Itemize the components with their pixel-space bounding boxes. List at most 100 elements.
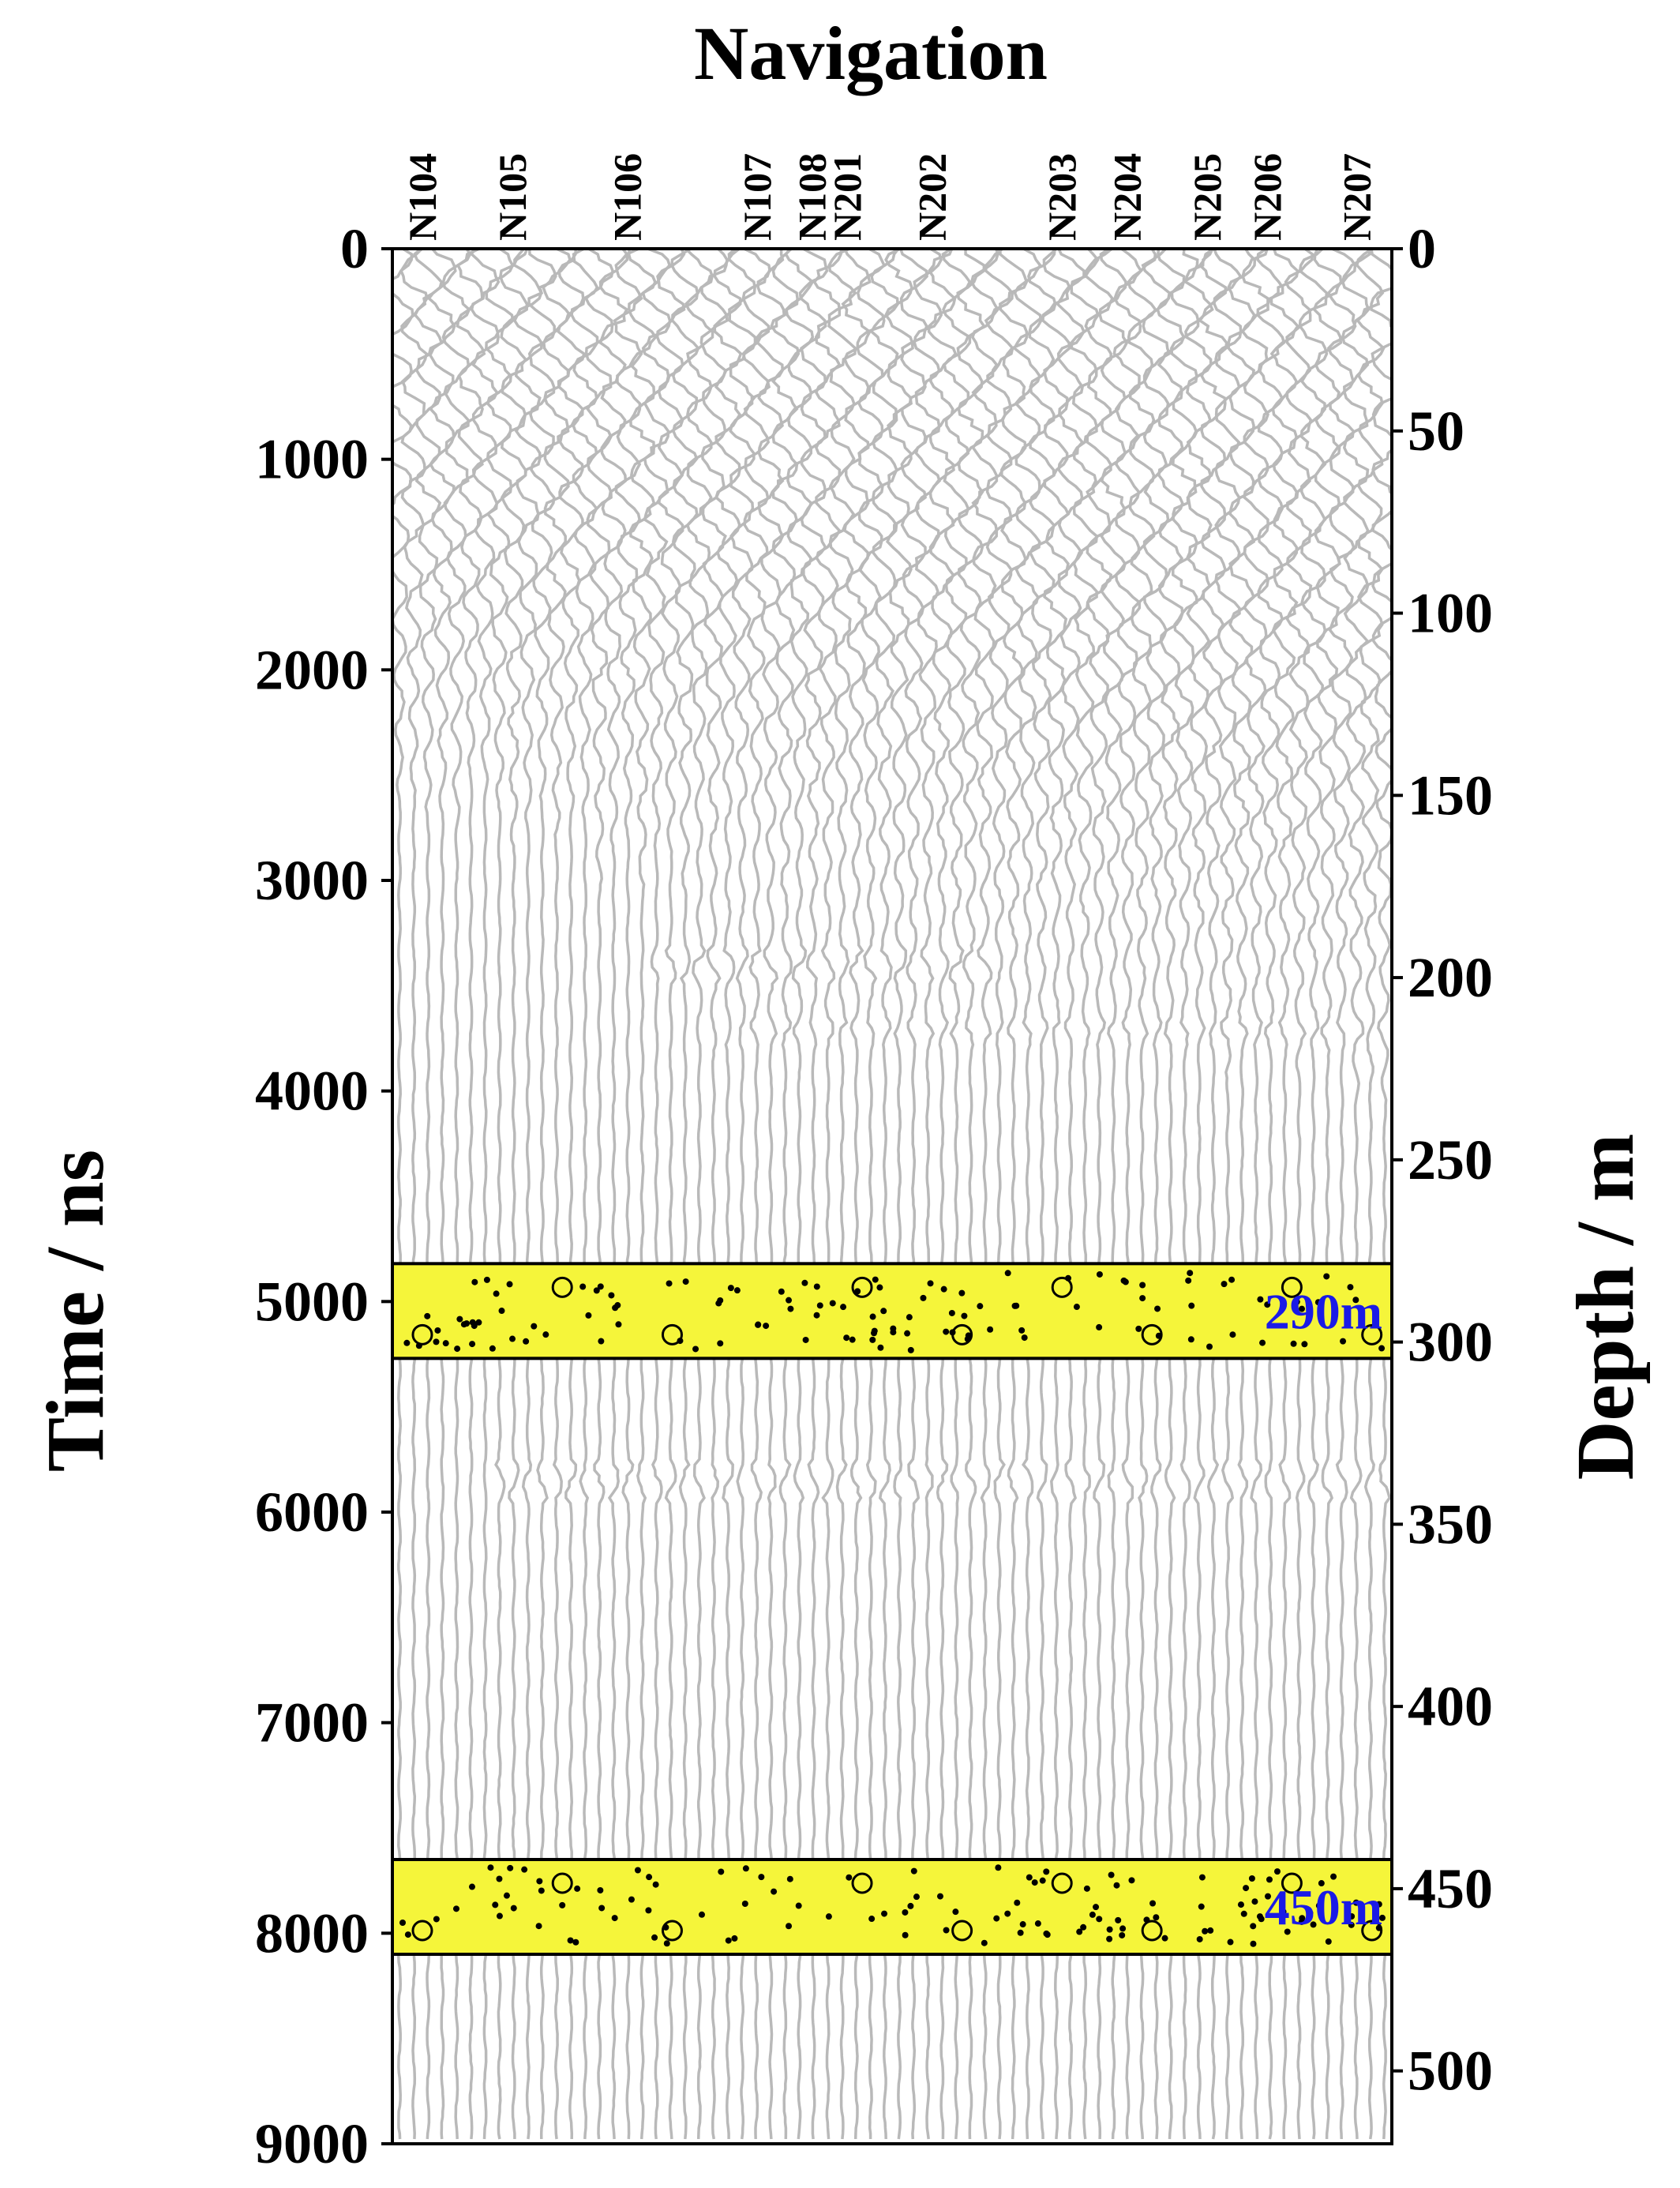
station-label: N204 bbox=[1105, 153, 1149, 241]
layer-dot bbox=[977, 1303, 984, 1310]
gpr-trace bbox=[427, 249, 457, 2140]
gpr-trace bbox=[1326, 249, 1357, 2140]
gpr-trace bbox=[713, 249, 743, 2139]
layer-dot bbox=[1096, 1323, 1103, 1330]
gpr-trace bbox=[1084, 249, 1115, 2140]
gpr-trace bbox=[399, 249, 429, 2140]
layer-dot bbox=[943, 1927, 950, 1934]
layer-dot bbox=[1196, 1935, 1203, 1942]
layer-dot bbox=[403, 1339, 411, 1346]
gpr-trace bbox=[392, 249, 414, 2140]
layer-dot bbox=[787, 1305, 794, 1312]
gpr-trace bbox=[1341, 249, 1371, 2140]
gpr-trace bbox=[584, 249, 614, 2140]
gpr-trace bbox=[827, 249, 857, 2140]
layer-dot bbox=[646, 1874, 653, 1881]
layer-dot bbox=[1348, 1921, 1355, 1928]
gpr-trace bbox=[756, 249, 786, 2140]
layer-dot bbox=[1323, 1273, 1330, 1280]
layer-dot bbox=[1026, 1874, 1033, 1881]
layer-dot bbox=[523, 1338, 530, 1345]
layer-dot bbox=[1106, 1935, 1113, 1942]
layer-dot bbox=[1266, 1876, 1273, 1883]
layer-dot bbox=[1298, 1918, 1305, 1925]
layer-dot bbox=[958, 1289, 966, 1297]
layer-dot bbox=[611, 1915, 618, 1922]
layer-dot bbox=[943, 1328, 950, 1335]
gpr-trace bbox=[641, 249, 672, 2140]
layer-dot bbox=[849, 1336, 856, 1343]
layer-dot bbox=[907, 1346, 914, 1353]
layer-dot bbox=[869, 1336, 876, 1343]
depth-axis-label: Depth / m bbox=[1560, 1133, 1651, 1480]
layer-dot bbox=[778, 1288, 785, 1295]
layer-dot bbox=[1004, 1910, 1011, 1917]
layer-dot bbox=[801, 1279, 808, 1286]
layer-dot bbox=[1340, 1338, 1347, 1345]
gpr-trace bbox=[1041, 249, 1071, 2140]
layer-dot bbox=[1347, 1284, 1354, 1291]
layer-dot bbox=[927, 1280, 934, 1287]
gpr-trace bbox=[441, 249, 472, 2140]
layer-dot bbox=[585, 1312, 592, 1319]
layer-dot bbox=[1083, 1885, 1090, 1892]
gpr-trace bbox=[456, 249, 486, 2140]
layer-pebble bbox=[1051, 1872, 1073, 1894]
layer-dot bbox=[471, 1278, 478, 1285]
layer-dot bbox=[487, 1864, 494, 1871]
layer-dot bbox=[1108, 1871, 1115, 1878]
gpr-trace bbox=[1012, 249, 1043, 2140]
layer-dot bbox=[1293, 1298, 1300, 1305]
layer-dot bbox=[1076, 1928, 1083, 1935]
layer-dot bbox=[628, 1896, 635, 1903]
layer-dot bbox=[1113, 1882, 1120, 1889]
gpr-trace bbox=[856, 249, 887, 2139]
layer-dot bbox=[1284, 1928, 1291, 1935]
layer-dot bbox=[1248, 1875, 1255, 1882]
layer-dot bbox=[1161, 1935, 1168, 1942]
station-label: N106 bbox=[606, 153, 650, 241]
layer-dot bbox=[952, 1908, 959, 1916]
layer-dot bbox=[880, 1308, 887, 1315]
layer-dot bbox=[795, 1902, 802, 1909]
layer-dot bbox=[1043, 1868, 1050, 1875]
gpr-trace bbox=[1241, 249, 1269, 2139]
layer-dot bbox=[1325, 1938, 1332, 1945]
layer-dot bbox=[597, 1283, 604, 1290]
gpr-trace bbox=[913, 249, 943, 2140]
layer-dot bbox=[652, 1881, 659, 1888]
gpr-trace bbox=[1356, 249, 1386, 2140]
layer-dot bbox=[1290, 1340, 1297, 1347]
layer-dot bbox=[506, 1281, 513, 1288]
time-tick-label: 6000 bbox=[255, 1481, 369, 1544]
depth-tick-label: 200 bbox=[1408, 946, 1493, 1009]
gpr-trace bbox=[1170, 249, 1200, 2140]
layer-dot bbox=[507, 1864, 514, 1871]
layer-pebble bbox=[1281, 1276, 1303, 1298]
layer-dot bbox=[940, 1285, 947, 1293]
gpr-trace bbox=[727, 249, 757, 2140]
layer-dot bbox=[843, 1334, 850, 1342]
gpr-trace bbox=[485, 249, 515, 2140]
layer-dot bbox=[634, 1867, 641, 1874]
gpr-trace bbox=[956, 249, 986, 2140]
layer-dot bbox=[1014, 1899, 1021, 1906]
layer-dot bbox=[1221, 1281, 1228, 1288]
layer-dot bbox=[1122, 1278, 1129, 1285]
layer-dot bbox=[758, 1874, 765, 1881]
layer-dot bbox=[786, 1297, 793, 1304]
layer-rect bbox=[391, 1262, 1393, 1360]
layer-dot bbox=[698, 1911, 705, 1918]
layer-dot bbox=[469, 1319, 476, 1326]
depth-tick-label: 300 bbox=[1408, 1311, 1493, 1374]
layer-dot bbox=[1264, 1301, 1271, 1308]
layer-dot bbox=[1185, 1277, 1192, 1284]
layer-dot bbox=[1301, 1341, 1308, 1348]
layer-dot bbox=[1128, 1877, 1135, 1884]
layer-dot bbox=[1227, 1938, 1234, 1946]
layer-dot bbox=[1198, 1874, 1206, 1881]
layer-dot bbox=[1348, 1913, 1356, 1920]
layer-dot bbox=[1044, 1931, 1051, 1938]
layer-dot bbox=[731, 1935, 738, 1942]
